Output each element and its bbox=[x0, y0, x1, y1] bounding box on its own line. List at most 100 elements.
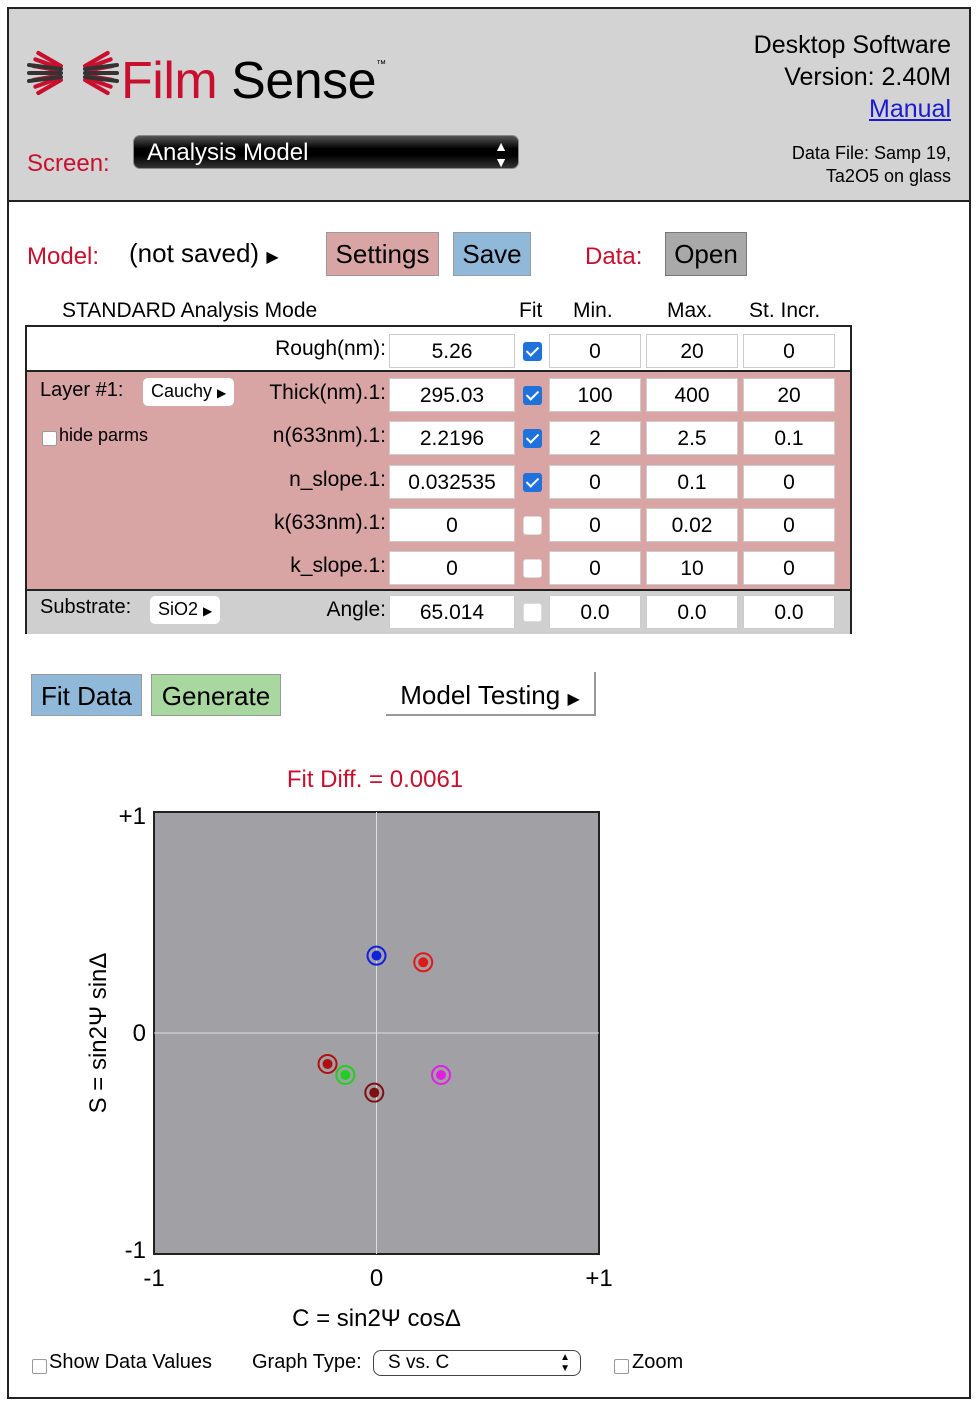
angle-incr-field[interactable]: 0.0 bbox=[743, 595, 835, 629]
analysis-mode-title: STANDARD Analysis Mode bbox=[62, 299, 318, 322]
layer-row-4-fit-checkbox[interactable] bbox=[523, 559, 542, 578]
window-frame bbox=[7, 7, 971, 1399]
substrate-value: SiO2 bbox=[158, 599, 199, 619]
model-point-ring bbox=[317, 1053, 338, 1074]
layer-row-3-incr-field[interactable]: 0 bbox=[743, 508, 835, 542]
triangle-right-icon: ▶ bbox=[567, 691, 580, 708]
angle-min-field[interactable]: 0.0 bbox=[549, 595, 641, 629]
hide-parms-checkbox[interactable] bbox=[42, 431, 57, 446]
substrate-label: Substrate: bbox=[40, 596, 132, 618]
model-point-ring bbox=[413, 952, 434, 973]
hide-parms-label: hide parms bbox=[59, 425, 149, 445]
data-point-dot bbox=[418, 957, 429, 968]
screen-label: Screen: bbox=[27, 150, 110, 177]
rough-value-field[interactable]: 5.26 bbox=[389, 334, 515, 368]
data-point-dot bbox=[322, 1058, 333, 1069]
substrate-dropdown[interactable]: SiO2 ▶ bbox=[150, 596, 221, 624]
x-tick-label: 0 bbox=[370, 1265, 383, 1292]
layer-row-4-value-field[interactable]: 0 bbox=[389, 551, 515, 585]
layer-row-3-value-field[interactable]: 0 bbox=[389, 508, 515, 542]
layer-row-4-incr-field[interactable]: 0 bbox=[743, 551, 835, 585]
angle-value-field[interactable]: 65.014 bbox=[389, 595, 515, 629]
layer-row-3-min-field[interactable]: 0 bbox=[549, 508, 641, 542]
settings-button[interactable]: Settings bbox=[326, 232, 439, 276]
screen-select[interactable]: Analysis Model ▲ ▼ bbox=[133, 135, 519, 170]
x-tick-label: +1 bbox=[585, 1265, 612, 1292]
layer-row-2-min-field[interactable]: 0 bbox=[549, 465, 641, 499]
layer-row-3-label: k(633nm).1: bbox=[273, 511, 386, 534]
fit-data-button[interactable]: Fit Data bbox=[31, 674, 142, 716]
show-data-values-checkbox[interactable] bbox=[32, 1359, 47, 1374]
layer-row-1-fit-checkbox[interactable] bbox=[523, 429, 542, 448]
layer-row-4-max-field[interactable]: 10 bbox=[646, 551, 738, 585]
layer-row-0-incr-field[interactable]: 20 bbox=[743, 378, 835, 412]
layer-row-1-label: n(633nm).1: bbox=[272, 424, 386, 447]
model-testing-value: Model Testing bbox=[400, 680, 561, 710]
y-tick-label: +1 bbox=[119, 803, 146, 830]
open-button[interactable]: Open bbox=[665, 232, 747, 276]
data-point-dot bbox=[340, 1069, 351, 1080]
layer-type-dropdown[interactable]: Cauchy ▶ bbox=[143, 378, 235, 406]
model-dropdown-value: (not saved) bbox=[129, 238, 260, 268]
generate-button[interactable]: Generate bbox=[151, 674, 281, 716]
screen-select-value: Analysis Model bbox=[147, 139, 309, 166]
graph-type-select[interactable]: S vs. C ▲ ▼ bbox=[373, 1350, 581, 1376]
data-label: Data: bbox=[585, 243, 643, 270]
data-point bbox=[431, 1064, 452, 1085]
layer-type-value: Cauchy bbox=[151, 381, 213, 401]
graph-type-label: Graph Type: bbox=[252, 1351, 362, 1373]
triangle-right-icon: ▶ bbox=[217, 386, 227, 400]
save-button[interactable]: Save bbox=[453, 232, 531, 276]
data-point bbox=[335, 1064, 356, 1085]
layer-row-0-fit-checkbox[interactable] bbox=[523, 386, 542, 405]
scatter-chart: -1 0 +1 +1 0 -1 C = sin2Ψ cosΔ S = sin2Ψ sinΔ bbox=[85, 803, 613, 1332]
model-label: Model: bbox=[27, 243, 100, 270]
angle-max-field[interactable]: 0.0 bbox=[646, 595, 738, 629]
data-point bbox=[317, 1053, 338, 1074]
data-file-line2: Ta2O5 on glass bbox=[825, 166, 951, 186]
rough-min-field[interactable]: 0 bbox=[549, 334, 641, 368]
layer-row-1-min-field[interactable]: 2 bbox=[549, 421, 641, 455]
angle-fit-checkbox[interactable] bbox=[523, 603, 542, 622]
data-point-dot bbox=[371, 950, 382, 961]
manual-link[interactable]: Manual bbox=[869, 95, 951, 123]
model-point-ring bbox=[364, 1082, 385, 1103]
layer-row-1-incr-field[interactable]: 0.1 bbox=[743, 421, 835, 455]
layer-row-4-label: k_slope.1: bbox=[290, 554, 386, 577]
zoom-checkbox[interactable] bbox=[614, 1359, 629, 1374]
layer-row-2-value-field[interactable]: 0.032535 bbox=[389, 465, 515, 499]
layer-row-2-fit-checkbox[interactable] bbox=[523, 473, 542, 492]
film-sense-logo-icon bbox=[27, 51, 119, 95]
model-point-ring bbox=[431, 1064, 452, 1085]
logo-wordmark: Film Sense™ bbox=[121, 52, 386, 110]
show-data-values-label: Show Data Values bbox=[49, 1351, 213, 1373]
rough-incr-field[interactable]: 0 bbox=[743, 334, 835, 368]
layer-row-1-max-field[interactable]: 2.5 bbox=[646, 421, 738, 455]
y-axis-label: S = sin2Ψ sinΔ bbox=[85, 953, 112, 1114]
layer-row-1-value-field[interactable]: 2.2196 bbox=[389, 421, 515, 455]
chart-title: Fit Diff. = 0.0061 bbox=[286, 766, 464, 793]
layer-row-4-min-field[interactable]: 0 bbox=[549, 551, 641, 585]
layer-row-3-max-field[interactable]: 0.02 bbox=[646, 508, 738, 542]
updown-arrows-icon: ▲ ▼ bbox=[560, 1352, 570, 1374]
header-bar: Film Sense™ Desktop Software Version: 2.… bbox=[9, 9, 969, 202]
data-point bbox=[366, 945, 387, 966]
triangle-right-icon: ▶ bbox=[203, 604, 213, 618]
rough-max-field[interactable]: 20 bbox=[646, 334, 738, 368]
rough-label: Rough(nm): bbox=[275, 337, 386, 360]
layer-row-3-fit-checkbox[interactable] bbox=[523, 516, 542, 535]
layer-row-2-max-field[interactable]: 0.1 bbox=[646, 465, 738, 499]
layer-row-2-incr-field[interactable]: 0 bbox=[743, 465, 835, 499]
data-point bbox=[413, 952, 434, 973]
col-header-max: Max. bbox=[667, 299, 713, 322]
model-testing-dropdown[interactable]: Model Testing ▶ bbox=[386, 672, 596, 716]
layer-row-0-min-field[interactable]: 100 bbox=[549, 378, 641, 412]
data-point bbox=[364, 1082, 385, 1103]
layer-row-0-value-field[interactable]: 295.03 bbox=[389, 378, 515, 412]
software-title: Desktop Software bbox=[753, 31, 951, 59]
data-point-dot bbox=[436, 1069, 447, 1080]
model-dropdown[interactable]: (not saved) ▶ bbox=[121, 230, 301, 276]
col-header-min: Min. bbox=[573, 299, 613, 322]
layer-row-0-max-field[interactable]: 400 bbox=[646, 378, 738, 412]
rough-fit-checkbox[interactable] bbox=[523, 342, 542, 361]
